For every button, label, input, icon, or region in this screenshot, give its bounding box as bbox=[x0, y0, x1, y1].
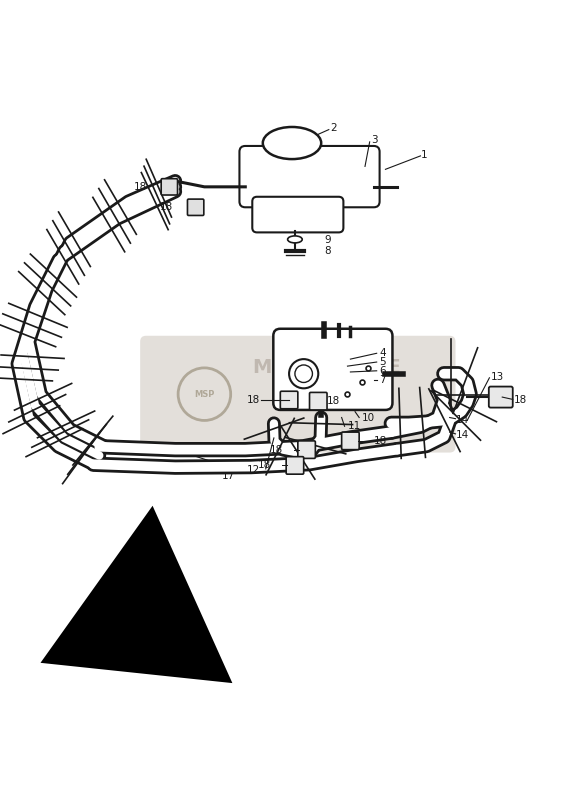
Text: 11: 11 bbox=[347, 422, 361, 431]
Text: 17: 17 bbox=[178, 465, 235, 481]
Text: 14: 14 bbox=[456, 415, 469, 426]
Text: 1: 1 bbox=[420, 150, 427, 160]
Text: 5: 5 bbox=[380, 357, 386, 367]
Text: 6: 6 bbox=[380, 366, 386, 376]
FancyBboxPatch shape bbox=[286, 457, 304, 474]
Text: 18: 18 bbox=[514, 395, 527, 405]
FancyBboxPatch shape bbox=[280, 391, 298, 409]
Text: MSP: MSP bbox=[194, 390, 214, 398]
Text: 7: 7 bbox=[380, 374, 386, 385]
FancyBboxPatch shape bbox=[273, 329, 392, 410]
Text: 13: 13 bbox=[491, 372, 504, 382]
FancyBboxPatch shape bbox=[140, 336, 456, 453]
Ellipse shape bbox=[287, 236, 303, 243]
Text: 18: 18 bbox=[258, 461, 272, 470]
Text: 18: 18 bbox=[270, 445, 283, 454]
Text: 18: 18 bbox=[134, 182, 147, 192]
Text: 18: 18 bbox=[246, 395, 260, 405]
FancyBboxPatch shape bbox=[187, 199, 204, 215]
FancyBboxPatch shape bbox=[489, 386, 513, 407]
Text: 4: 4 bbox=[380, 348, 386, 358]
FancyBboxPatch shape bbox=[239, 146, 380, 207]
Text: 8: 8 bbox=[324, 246, 331, 256]
Text: 10: 10 bbox=[362, 413, 375, 422]
Text: 3: 3 bbox=[371, 135, 377, 145]
Text: 12: 12 bbox=[246, 465, 260, 475]
FancyBboxPatch shape bbox=[252, 197, 343, 232]
Text: 18: 18 bbox=[374, 436, 387, 446]
Text: 2: 2 bbox=[330, 123, 336, 134]
Text: SPARE PARTS: SPARE PARTS bbox=[275, 384, 379, 398]
FancyBboxPatch shape bbox=[310, 393, 327, 410]
Text: 9: 9 bbox=[324, 235, 331, 245]
Text: 17: 17 bbox=[178, 450, 235, 472]
Text: 18: 18 bbox=[327, 396, 340, 406]
Text: MOTORCYCLE: MOTORCYCLE bbox=[253, 358, 401, 378]
FancyBboxPatch shape bbox=[161, 178, 178, 195]
FancyBboxPatch shape bbox=[342, 432, 359, 450]
Text: 14: 14 bbox=[456, 430, 469, 440]
Ellipse shape bbox=[263, 127, 321, 159]
Text: 18: 18 bbox=[160, 202, 173, 212]
FancyBboxPatch shape bbox=[298, 441, 315, 458]
